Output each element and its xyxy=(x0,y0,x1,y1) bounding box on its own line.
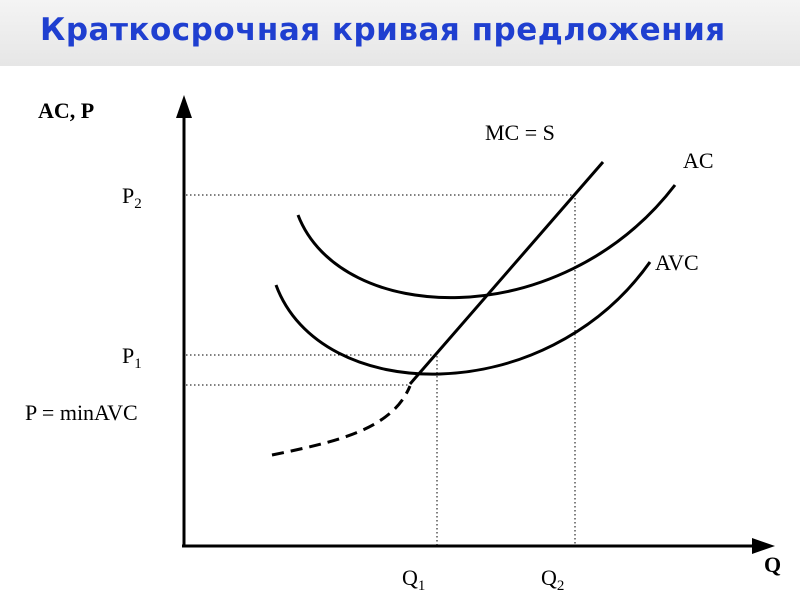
p1-label: P1 xyxy=(122,343,142,372)
avc-curve xyxy=(274,261,652,376)
mc-curve xyxy=(408,161,605,385)
mc-label: MC = S xyxy=(485,120,555,145)
q2-base: Q xyxy=(541,565,557,590)
q2-label: Q2 xyxy=(541,565,564,594)
x-arrow xyxy=(752,538,775,554)
mc-dashed xyxy=(271,385,412,457)
x-axis-label: Q xyxy=(764,552,781,577)
avc-label: AVC xyxy=(655,250,699,275)
ac-label: AC xyxy=(683,148,714,173)
ac-curve xyxy=(296,184,677,300)
minavc-label: P = minAVC xyxy=(25,400,138,425)
y-arrow xyxy=(176,95,192,118)
p2-sub: 2 xyxy=(134,196,142,212)
p2-label: P2 xyxy=(122,183,142,212)
q1-base: Q xyxy=(402,565,418,590)
p2-base: P xyxy=(122,183,134,208)
title: Краткосрочная кривая предложения xyxy=(40,12,726,48)
p1-base: P xyxy=(122,343,134,368)
y-axis-label: AC, P xyxy=(38,98,94,123)
q1-label: Q1 xyxy=(402,565,425,594)
guide-p2 xyxy=(186,194,576,546)
guide-p1 xyxy=(186,354,438,546)
q1-sub: 1 xyxy=(418,578,426,594)
p1-sub: 1 xyxy=(134,356,142,372)
q2-sub: 2 xyxy=(557,578,565,594)
title-bar: Краткосрочная кривая предложения xyxy=(0,0,800,66)
